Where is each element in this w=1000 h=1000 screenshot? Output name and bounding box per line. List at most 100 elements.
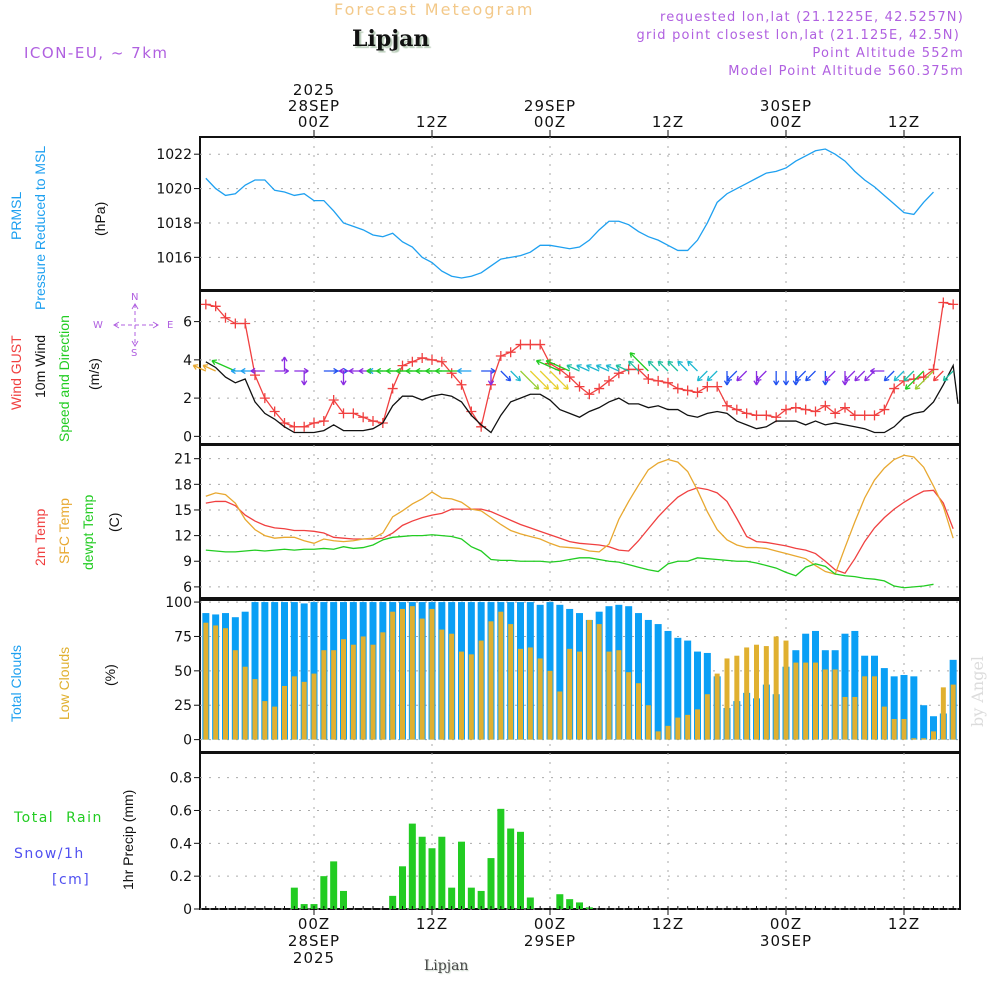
gust-marker: [220, 312, 231, 323]
gust-marker: [682, 385, 693, 396]
gust-marker: [672, 383, 683, 394]
gust-marker: [368, 416, 378, 427]
low-cloud-bar: [252, 679, 258, 740]
low-cloud-bar: [862, 676, 868, 740]
precip-bar: [467, 887, 475, 909]
low-cloud-bar: [754, 644, 759, 740]
gust-marker: [348, 408, 359, 419]
wind-arrow-icon: [456, 367, 472, 375]
wind-arrow-icon: [657, 360, 669, 372]
gust-marker: [299, 421, 310, 432]
gust-marker: [663, 377, 673, 388]
gust-marker: [908, 373, 919, 384]
top-time-label: 2025: [293, 81, 335, 99]
wind-arrow-icon: [250, 367, 265, 375]
low-cloud-bar: [370, 644, 376, 740]
wind-arrow-icon: [549, 370, 569, 390]
precip-bar: [290, 887, 298, 909]
total-cloud-bar: [674, 637, 682, 740]
wind-arrow-icon: [566, 364, 580, 372]
low-cloud-bar: [498, 611, 504, 740]
wind-arrow-icon: [932, 370, 944, 382]
bottom-time-label: 2025: [293, 949, 335, 967]
wind-arrow-icon: [586, 364, 600, 372]
y-tick-label: 9: [183, 554, 192, 570]
total-cloud-bar: [654, 624, 662, 740]
low-cloud-bar: [901, 718, 907, 740]
y-tick-label: 2: [183, 391, 192, 407]
gust-marker: [417, 352, 428, 363]
low-cloud-bar: [832, 669, 838, 740]
bottom-time-label: 30SEP: [760, 932, 812, 950]
wind-arrow-icon: [487, 371, 495, 386]
top-time-label: 29SEP: [524, 97, 576, 115]
gust-marker: [653, 375, 664, 386]
low-cloud-bar: [881, 706, 887, 740]
y-tick-label: 15: [174, 503, 192, 519]
compass-w: W: [93, 320, 103, 331]
low-cloud-bar: [655, 731, 661, 740]
low-cloud-bar: [282, 685, 287, 740]
precip-bar: [320, 876, 328, 909]
requested-coords: requested lon,lat (21.1225E, 42.5257N): [659, 10, 964, 25]
gust-marker: [869, 410, 880, 421]
series-line-prmsl: [205, 148, 934, 279]
gust-marker: [584, 389, 595, 400]
low-cloud-bar: [803, 662, 809, 740]
gust-marker: [387, 383, 398, 394]
gust-marker: [761, 410, 772, 421]
gust-marker: [200, 299, 211, 310]
bottom-time-label: 00Z: [770, 915, 802, 933]
low-cloud-bar: [449, 633, 455, 740]
low-cloud-bar: [636, 683, 641, 740]
gust-marker: [564, 372, 575, 383]
gust-marker: [790, 402, 801, 413]
wind-arrow-icon: [667, 360, 679, 372]
precip-bar: [566, 899, 574, 909]
wind-arrow-icon: [435, 367, 462, 375]
gust-marker: [318, 416, 329, 427]
gust-marker: [269, 406, 280, 417]
low-cloud-bar: [763, 646, 769, 740]
y-tick-label: 0.8: [170, 771, 192, 787]
wind-arrow-icon: [539, 370, 559, 390]
low-cloud-bar: [783, 640, 789, 740]
wind-arrow-icon: [615, 364, 629, 372]
y-tick-label: 25: [174, 698, 192, 714]
gust-marker: [328, 395, 339, 406]
panel-4: 0 0.2 0.4 0.6 0.8: [170, 752, 961, 918]
wind-arrow-icon: [822, 371, 829, 386]
precip-bar: [340, 890, 347, 909]
total-rain-label: Total Rain: [14, 810, 103, 826]
low-cloud-bar: [321, 650, 327, 740]
low-cloud-bar: [931, 731, 936, 740]
gust-marker: [643, 373, 654, 384]
wind-arrow-icon: [805, 370, 816, 382]
gust-marker: [722, 400, 732, 411]
total-cloud-bar: [290, 602, 298, 740]
gust-marker: [820, 400, 831, 411]
wind-arrow-icon: [903, 370, 915, 382]
gust-marker: [781, 404, 791, 415]
low-cloud-bar: [350, 644, 356, 740]
top-time-label: 12Z: [888, 113, 920, 131]
wind-arrow-icon: [723, 371, 731, 386]
wind-arrow-icon: [914, 370, 934, 390]
y-tick-label: 18: [174, 477, 192, 493]
low-cloud-bar: [645, 705, 651, 740]
total-cloud-bar: [851, 630, 859, 740]
gust-marker: [613, 368, 624, 379]
low-cloud-bar: [468, 654, 474, 740]
gust-marker: [427, 354, 437, 365]
y-tick-label: 50: [174, 664, 192, 680]
precip-bar: [526, 897, 534, 909]
precip-bar: [517, 831, 524, 909]
total-cloud-bar: [271, 602, 279, 740]
gust-marker: [751, 410, 762, 421]
low-cloud-bar: [872, 676, 877, 740]
y-tick-label: 0.6: [170, 803, 192, 819]
gust-marker: [702, 381, 713, 392]
total-cloud-bar: [900, 674, 908, 740]
wind-arrow-icon: [755, 370, 767, 382]
